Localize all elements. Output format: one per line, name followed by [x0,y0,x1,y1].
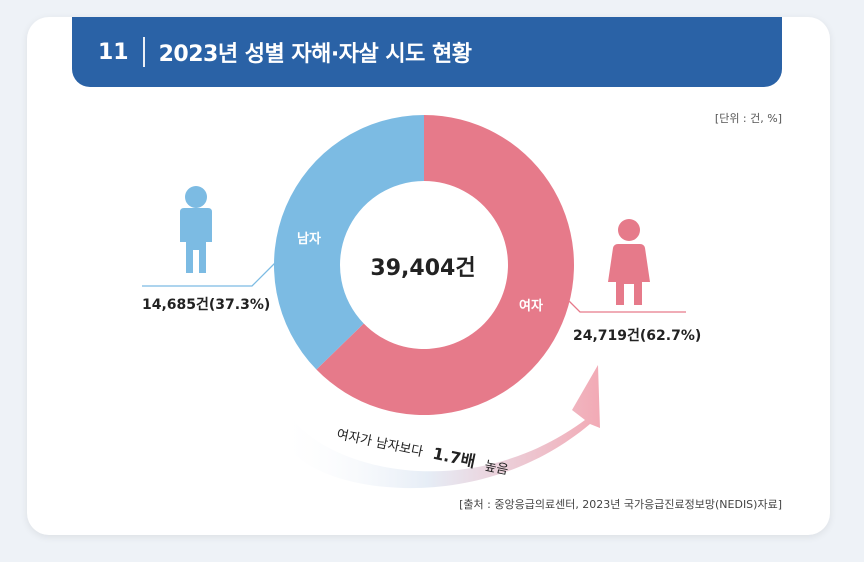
male-figure-icon [180,186,212,273]
source-note: [출처 : 중앙응급의료센터, 2023년 국가응급진료정보망(NEDIS)자료… [459,498,782,511]
slice-label-male: 남자 [297,232,321,247]
slice-label-female: 여자 [519,299,543,314]
female-value-label: 24,719건(62.7%) [573,328,702,344]
slice-male [274,115,424,370]
page-title: 2023년 성별 자해·자살 시도 현황 [158,42,472,67]
comparison-arrow [286,365,600,489]
title-bar: 11 2023년 성별 자해·자살 시도 현황 [72,17,782,87]
male-leader-line [142,259,279,287]
infographic-card [27,17,830,535]
female-figure-icon [608,219,650,305]
unit-note: [단위 : 건, %] [714,112,782,125]
male-value-label: 14,685건(37.3%) [142,297,271,313]
female-leader-line [567,299,686,313]
section-number: 11 [98,39,129,65]
title-divider [142,37,145,67]
slice-female [316,115,574,415]
total-count: 39,404건 [370,256,476,281]
